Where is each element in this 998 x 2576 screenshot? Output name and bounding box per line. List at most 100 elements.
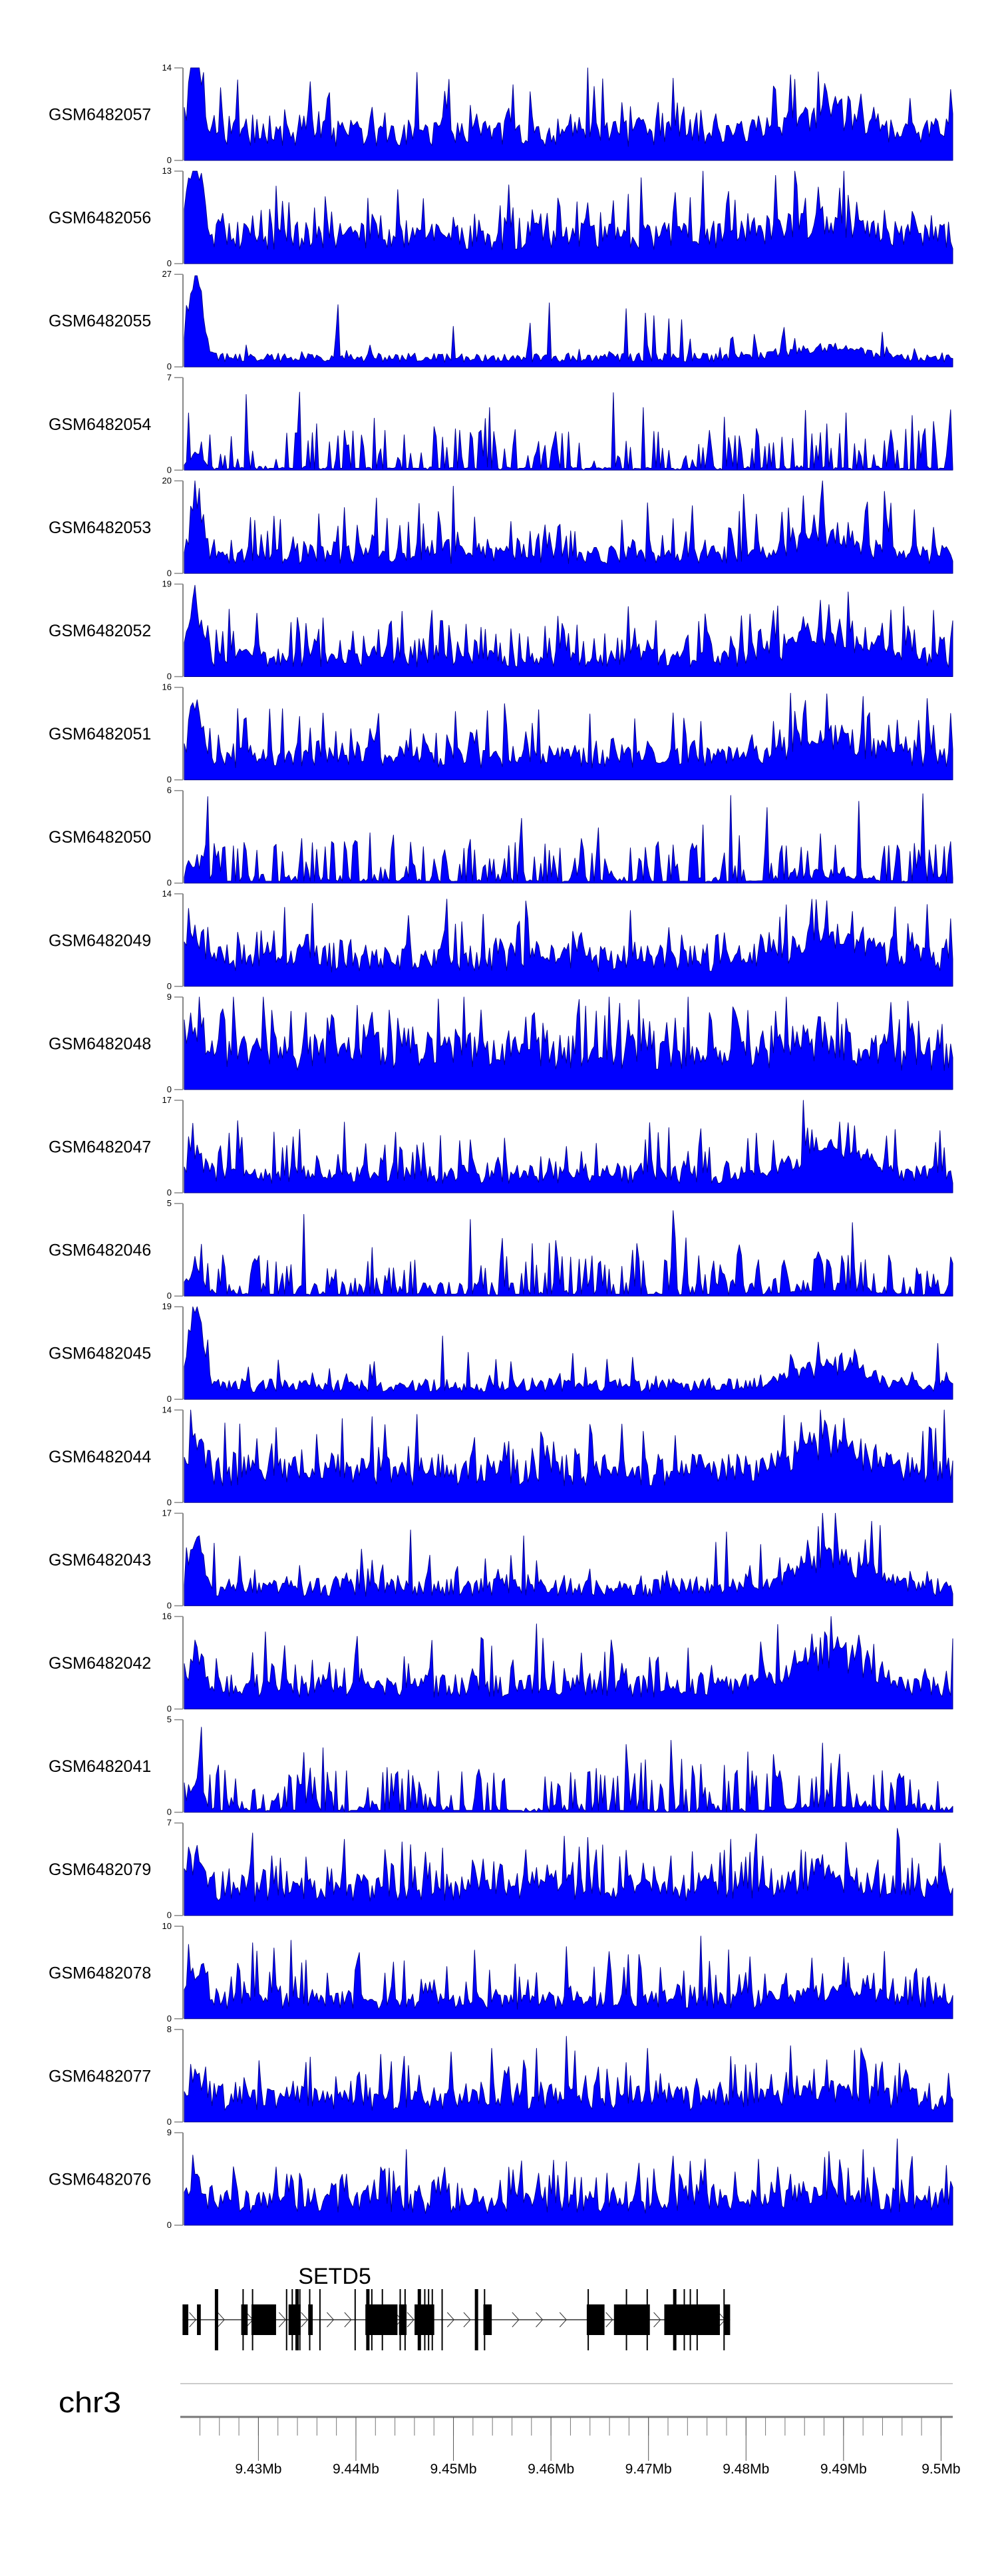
- exon: [288, 2304, 301, 2335]
- y-tick-label-min: 0: [167, 1497, 172, 1507]
- track-label: GSM6482041: [49, 1757, 151, 1776]
- track-label: GSM6482049: [49, 931, 151, 950]
- y-tick-label-min: 0: [167, 465, 172, 475]
- coding-exon-mark: [295, 2289, 299, 2350]
- exon: [308, 2304, 313, 2335]
- coding-exon-mark: [371, 2289, 373, 2350]
- track-label: GSM6482042: [49, 1654, 151, 1673]
- coding-exon-mark: [285, 2289, 287, 2350]
- y-tick-label-min: 0: [167, 1600, 172, 1610]
- y-tick-label-max: 6: [167, 785, 172, 795]
- track-GSM6482047: GSM6482047 17 0: [49, 1095, 953, 1197]
- y-tick-label-max: 14: [162, 889, 172, 899]
- coverage-area: [184, 1828, 953, 1916]
- exon: [197, 2304, 201, 2335]
- coverage-tracks: GSM6482057140GSM6482056130GSM6482055270G…: [49, 63, 953, 2230]
- track-label: GSM6482076: [49, 2171, 151, 2189]
- track-GSM6482054: GSM6482054 7 0: [49, 372, 953, 475]
- coding-exon-mark: [354, 2289, 356, 2350]
- gene-label: SETD5: [298, 2264, 371, 2289]
- y-tick-label-max: 8: [167, 2024, 172, 2034]
- track-GSM6482055: GSM6482055 27 0: [49, 269, 953, 371]
- coverage-area: [184, 391, 953, 471]
- y-tick-label-min: 0: [167, 775, 172, 785]
- coverage-area: [184, 996, 953, 1090]
- y-tick-label-max: 9: [167, 992, 172, 1002]
- coding-exon-mark: [399, 2289, 401, 2350]
- coding-exon-mark: [474, 2289, 478, 2350]
- track-label: GSM6482050: [49, 828, 151, 847]
- y-tick-label-max: 14: [162, 1404, 172, 1414]
- tick-label: 9.49Mb: [820, 2462, 867, 2477]
- coverage-area: [184, 584, 953, 677]
- y-tick-label-min: 0: [167, 155, 172, 165]
- y-tick-label-min: 0: [167, 1704, 172, 1714]
- coding-exon-mark: [424, 2289, 426, 2350]
- track-label: GSM6482055: [49, 312, 151, 331]
- y-tick-label-min: 0: [167, 1394, 172, 1404]
- track-GSM6482046: GSM6482046 5 0: [49, 1198, 953, 1301]
- y-tick-label-min: 0: [167, 2117, 172, 2127]
- coding-exon-mark: [689, 2289, 691, 2350]
- y-tick-label-min: 0: [167, 878, 172, 888]
- y-tick-label-max: 19: [162, 579, 172, 589]
- y-tick-label-min: 0: [167, 1291, 172, 1301]
- y-tick-label-max: 7: [167, 1818, 172, 1828]
- coding-exon-mark: [214, 2289, 218, 2350]
- strand-arrow-icon: [278, 2312, 286, 2328]
- y-tick-label-max: 7: [167, 372, 172, 382]
- exon: [483, 2304, 492, 2335]
- track-label: GSM6482053: [49, 519, 151, 537]
- y-tick-label-max: 9: [167, 2127, 172, 2137]
- exon: [365, 2304, 398, 2335]
- coding-exon-mark: [291, 2289, 293, 2350]
- coding-exon-mark: [646, 2289, 648, 2350]
- exon: [586, 2304, 605, 2335]
- track-label: GSM6482047: [49, 1138, 151, 1157]
- coding-exon-mark: [625, 2289, 627, 2350]
- track-GSM6482043: GSM6482043 17 0: [49, 1508, 953, 1610]
- track-GSM6482078: GSM6482078 10 0: [49, 1921, 953, 2024]
- coding-exon-mark: [319, 2289, 321, 2350]
- coverage-area: [184, 793, 953, 884]
- y-tick-label-min: 0: [167, 2220, 172, 2230]
- track-GSM6482056: GSM6482056 13 0: [49, 166, 953, 268]
- track-GSM6482049: GSM6482049 14 0: [49, 889, 953, 991]
- track-GSM6482048: GSM6482048 9 0: [49, 992, 953, 1094]
- track-GSM6482057: GSM6482057 14 0: [49, 63, 953, 165]
- coverage-area: [184, 1100, 953, 1193]
- track-label: GSM6482079: [49, 1860, 151, 1879]
- track-label: GSM6482046: [49, 1241, 151, 1260]
- track-label: GSM6482044: [49, 1448, 151, 1466]
- track-GSM6482076: GSM6482076 9 0: [49, 2127, 953, 2230]
- coverage-area: [184, 275, 953, 367]
- strand-arrow-icon: [512, 2312, 520, 2328]
- track-GSM6482079: GSM6482079 7 0: [49, 1818, 953, 1920]
- coding-exon-mark: [587, 2289, 589, 2350]
- y-tick-label-max: 17: [162, 1095, 172, 1105]
- strand-arrow-icon: [327, 2312, 335, 2328]
- coverage-area: [184, 1210, 953, 1297]
- y-tick-label-min: 0: [167, 2014, 172, 2024]
- y-tick-label-max: 10: [162, 1921, 172, 1931]
- coding-exon-mark: [366, 2289, 370, 2350]
- track-label: GSM6482057: [49, 106, 151, 124]
- y-tick-label-max: 27: [162, 269, 172, 279]
- coverage-area: [184, 1616, 953, 1709]
- strand-arrow-icon: [605, 2312, 613, 2328]
- track-GSM6482050: GSM6482050 6 0: [49, 785, 953, 888]
- coverage-area: [184, 2036, 953, 2123]
- y-tick-label-min: 0: [167, 258, 172, 268]
- track-label: GSM6482078: [49, 1964, 151, 1982]
- track-label: GSM6482051: [49, 725, 151, 744]
- coverage-area: [184, 2138, 953, 2226]
- exon: [664, 2304, 720, 2335]
- coverage-area: [184, 899, 953, 987]
- tick-label: 9.44Mb: [333, 2462, 379, 2477]
- y-tick-label-min: 0: [167, 1084, 172, 1094]
- track-GSM6482042: GSM6482042 16 0: [49, 1611, 953, 1714]
- coding-exon-mark: [696, 2289, 698, 2350]
- tick-label: 9.45Mb: [430, 2462, 477, 2477]
- y-tick-label-max: 17: [162, 1508, 172, 1518]
